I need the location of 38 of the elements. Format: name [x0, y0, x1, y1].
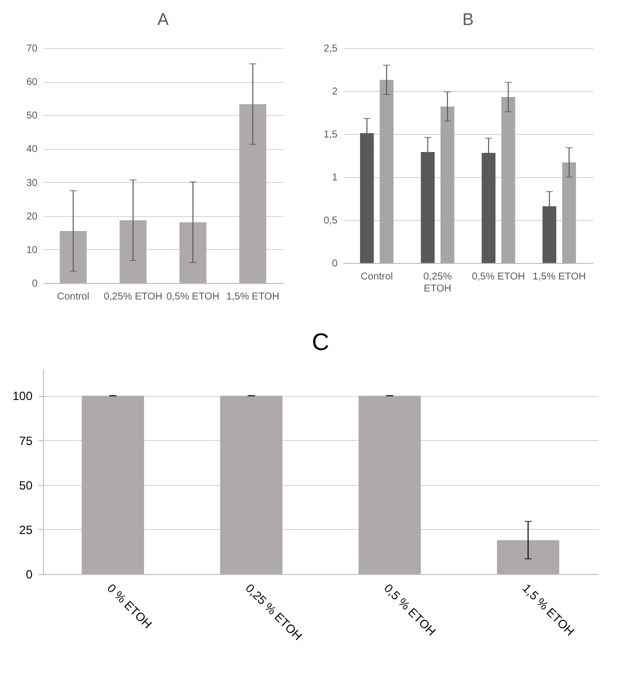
x-tick-label: Control: [57, 292, 90, 302]
y-tick-label: 50: [26, 110, 38, 122]
y-tick-label: 60: [26, 77, 38, 88]
bar: [380, 80, 394, 263]
y-tick-label: 25: [19, 522, 33, 537]
y-tick-label: 10: [26, 244, 38, 256]
chart-title: B: [462, 10, 474, 29]
bar: [179, 222, 206, 283]
chart-title: A: [157, 10, 170, 29]
y-tick-label: 0,5: [324, 216, 338, 226]
y-tick-label: 0: [32, 278, 38, 290]
bar: [501, 97, 516, 263]
x-tick-label: 1,5% ETOH: [532, 272, 586, 282]
y-tick-label: 40: [26, 144, 38, 156]
y-tick-label: 0: [26, 568, 33, 582]
y-tick-label: 2,5: [324, 44, 338, 54]
bar: [60, 230, 87, 283]
y-tick-label: 100: [12, 389, 33, 404]
bar: [562, 162, 576, 263]
x-tick-label: Control: [360, 272, 393, 282]
bar: [120, 220, 147, 283]
x-tick-label: 0,25% ETOH: [104, 292, 162, 302]
y-tick-label: 70: [26, 44, 38, 54]
y-tick-label: 75: [19, 434, 33, 448]
x-tick-label: 1,5% ETOH: [226, 292, 280, 302]
y-tick-label: 1: [332, 172, 338, 184]
bar: [440, 106, 454, 263]
y-tick-label: 30: [26, 178, 38, 189]
y-tick-label: 20: [26, 211, 38, 222]
y-tick-label: 1,5: [324, 130, 338, 140]
x-tick-label: 0,5% ETOH: [166, 292, 220, 302]
x-tick-label: 0,5% ETOH: [472, 272, 525, 282]
y-tick-label: 50: [19, 478, 33, 492]
x-tick-label: 0,25% ETOH: [423, 272, 452, 294]
chart-title: C: [312, 329, 330, 356]
bar: [239, 104, 266, 283]
y-tick-label: 0: [332, 258, 338, 270]
y-tick-label: 2: [332, 86, 338, 98]
